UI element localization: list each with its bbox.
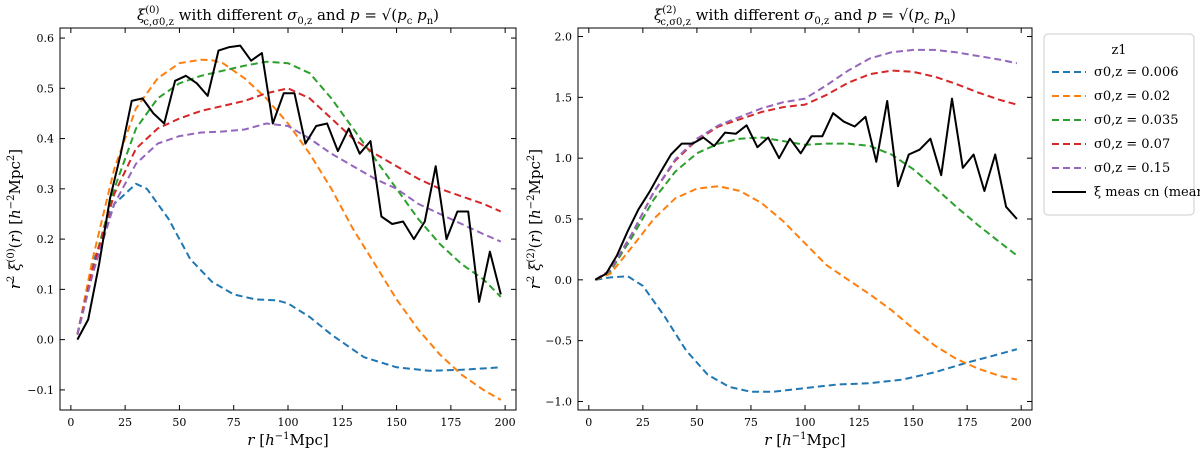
y-tick-label: −0.1 bbox=[27, 384, 54, 397]
left-panel: ξ(0) c,σ0,z with different σ0,z and p = √… bbox=[6, 5, 517, 449]
x-tick-label: 25 bbox=[636, 416, 650, 429]
y-tick-label: 0.5 bbox=[555, 213, 573, 226]
legend-entry: ξ meas cn (mean) bbox=[1052, 185, 1200, 200]
y-tick-label: 1.0 bbox=[555, 152, 573, 165]
legend-entry: σ0,z = 0.035 bbox=[1052, 113, 1179, 128]
legend-entry: σ0,z = 0.02 bbox=[1052, 89, 1170, 104]
x-tick-label: 100 bbox=[278, 416, 299, 429]
right-plot-frame bbox=[577, 27, 1033, 411]
x-tick-label: 75 bbox=[744, 416, 758, 429]
series-line--0-z-0-02 bbox=[594, 185, 1018, 381]
series-line--0-z-0-02 bbox=[76, 58, 502, 401]
series-line--0-z-0-07 bbox=[594, 69, 1018, 281]
y-tick-label: 0.6 bbox=[37, 32, 55, 45]
y-tick-label: 0.0 bbox=[555, 274, 573, 287]
x-tick-label: 75 bbox=[227, 416, 241, 429]
y-tick-label: 0.2 bbox=[37, 233, 55, 246]
y-tick-label: 1.5 bbox=[555, 91, 573, 104]
x-tick-label: 50 bbox=[172, 416, 186, 429]
legend-label: σ0,z = 0.15 bbox=[1094, 161, 1170, 176]
right-panel-title: ξ(2) c,σ0,z with different σ0,z and p = √… bbox=[654, 5, 956, 28]
series-line--0-z-0-035 bbox=[76, 60, 502, 335]
x-tick-label: 125 bbox=[849, 416, 870, 429]
right-panel: ξ(2) c,σ0,z with different σ0,z and p = √… bbox=[526, 5, 1033, 449]
x-tick-label: 50 bbox=[690, 416, 704, 429]
x-tick-label: 100 bbox=[795, 416, 816, 429]
legend: z1 σ0,z = 0.006 σ0,z = 0.02 σ0,z = 0.035 σ0… bbox=[1043, 33, 1200, 216]
x-tick-label: 0 bbox=[585, 416, 592, 429]
x-tick-label: 200 bbox=[495, 416, 516, 429]
legend-label: σ0,z = 0.006 bbox=[1094, 65, 1179, 80]
y-tick-label: 0.0 bbox=[37, 334, 55, 347]
left-plot-frame bbox=[59, 27, 517, 411]
x-tick-label: 25 bbox=[118, 416, 132, 429]
y-tick-label: 2.0 bbox=[555, 31, 573, 44]
series-line--0-z-0-035 bbox=[594, 136, 1018, 281]
x-tick-label: 200 bbox=[1011, 416, 1032, 429]
legend-label: σ0,z = 0.07 bbox=[1094, 137, 1170, 152]
y-tick-label: −0.5 bbox=[545, 335, 572, 348]
x-tick-label: 175 bbox=[440, 416, 461, 429]
series-line--0-z-0-15 bbox=[594, 48, 1018, 281]
legend-label: σ0,z = 0.02 bbox=[1094, 89, 1170, 104]
x-tick-label: 175 bbox=[957, 416, 978, 429]
series-line--meas-cn-mean- bbox=[76, 44, 502, 341]
y-tick-label: 0.5 bbox=[37, 82, 55, 95]
legend-entry: σ0,z = 0.006 bbox=[1052, 65, 1179, 80]
legend-entry: σ0,z = 0.15 bbox=[1052, 161, 1170, 176]
right-x-axis-label: r [h−1Mpc] bbox=[764, 431, 845, 449]
legend-label: σ0,z = 0.035 bbox=[1094, 113, 1179, 128]
series-line--0-z-0-006 bbox=[595, 275, 1018, 393]
y-tick-label: 0.4 bbox=[37, 133, 55, 146]
x-tick-label: 150 bbox=[903, 416, 924, 429]
series-line--meas-cn-mean- bbox=[594, 97, 1018, 281]
left-y-axis-label: r2 ξ(0)(r) [h−2Mpc2] bbox=[6, 149, 24, 289]
x-tick-label: 150 bbox=[386, 416, 407, 429]
left-panel-title: ξ(0) c,σ0,z with different σ0,z and p = √… bbox=[137, 5, 439, 28]
series-line--0-z-0-15 bbox=[76, 122, 502, 335]
right-y-axis-label: r2 ξ(2)(r) [h−2Mpc2] bbox=[526, 149, 544, 289]
series-line--0-z-0-006 bbox=[76, 182, 501, 372]
legend-title: z1 bbox=[1111, 43, 1126, 58]
y-tick-label: 0.1 bbox=[37, 283, 55, 296]
y-tick-label: 0.3 bbox=[37, 183, 55, 196]
left-x-axis-label: r [h−1Mpc] bbox=[247, 431, 328, 449]
y-tick-label: −1.0 bbox=[545, 395, 572, 408]
legend-label: ξ meas cn (mean) bbox=[1094, 185, 1200, 200]
legend-box bbox=[1043, 33, 1195, 216]
legend-entry: σ0,z = 0.07 bbox=[1052, 137, 1170, 152]
x-tick-label: 0 bbox=[67, 416, 74, 429]
x-tick-label: 125 bbox=[332, 416, 353, 429]
